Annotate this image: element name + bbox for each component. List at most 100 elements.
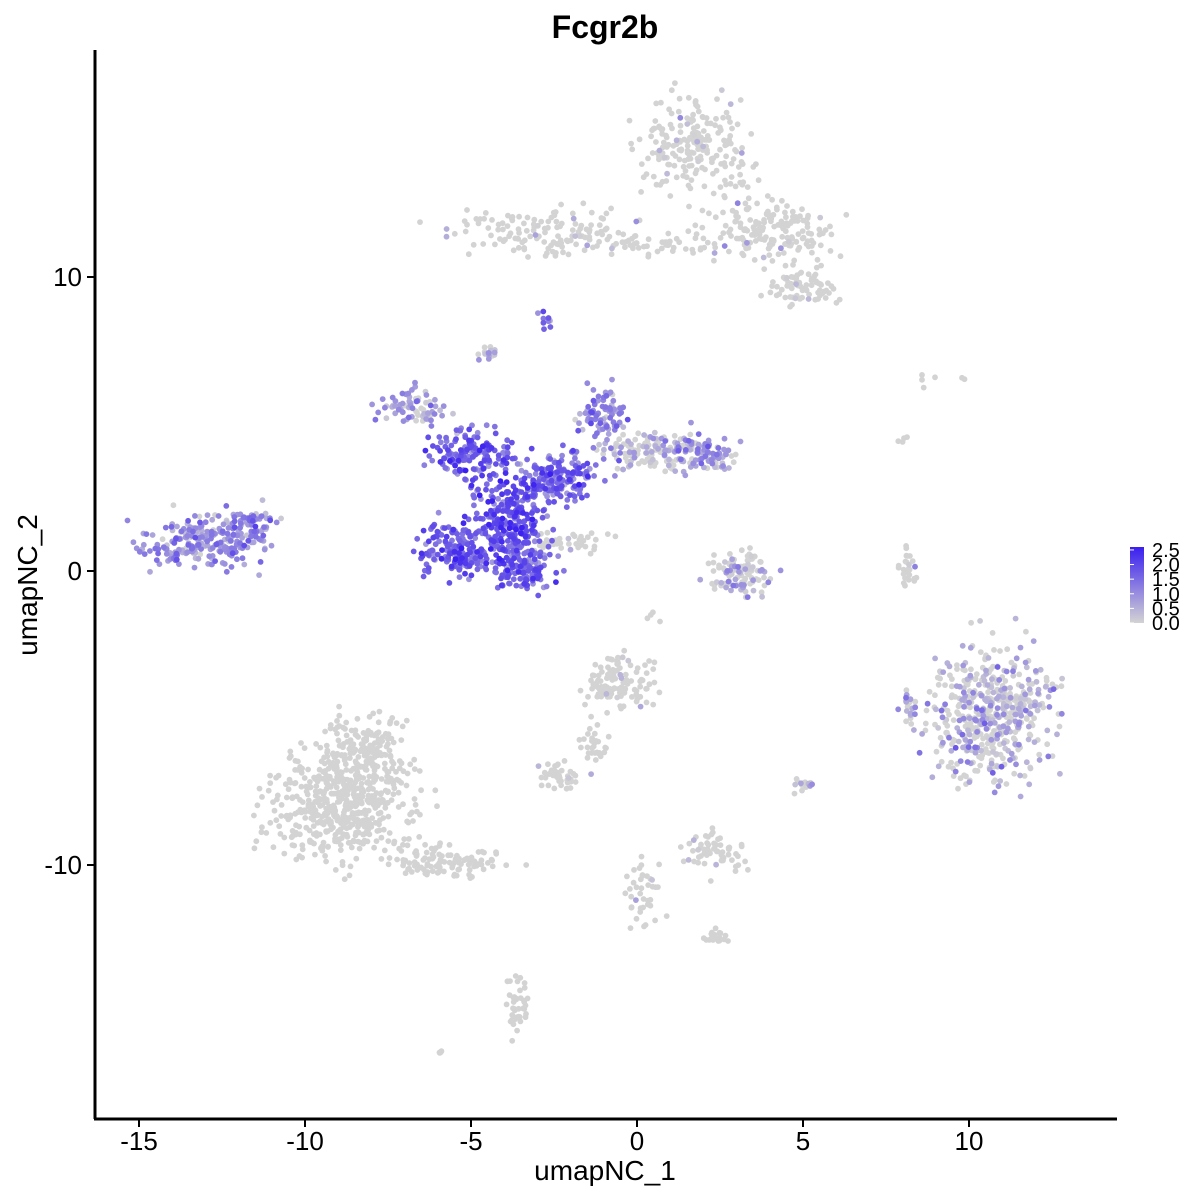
- cell-point: [348, 844, 355, 851]
- cell-point: [432, 396, 438, 403]
- cell-point: [287, 814, 293, 821]
- cell-point: [480, 525, 487, 532]
- cell-point: [685, 228, 692, 235]
- cell-point: [727, 180, 734, 187]
- cell-point: [457, 560, 464, 566]
- cell-point: [315, 812, 322, 818]
- cell-point: [720, 230, 727, 237]
- cell-point: [399, 400, 406, 407]
- cell-point: [729, 556, 735, 563]
- cell-point: [149, 532, 156, 538]
- cell-point: [443, 434, 449, 441]
- cell-point: [514, 978, 521, 985]
- cell-point: [1007, 710, 1014, 716]
- cell-point: [576, 481, 582, 488]
- cell-point: [735, 564, 741, 570]
- cell-point: [324, 747, 331, 754]
- cell-point: [594, 722, 601, 728]
- cell-point: [560, 442, 566, 449]
- cell-point: [586, 236, 593, 243]
- cell-point: [697, 246, 704, 253]
- cell-point: [560, 249, 566, 256]
- cell-point: [615, 654, 621, 661]
- cell-point: [510, 490, 517, 497]
- cell-point: [612, 473, 618, 479]
- cell-point: [735, 164, 742, 170]
- cell-point: [438, 555, 445, 562]
- cell-point: [677, 844, 684, 850]
- cell-point: [520, 539, 527, 546]
- cell-point: [464, 207, 470, 213]
- cell-point: [588, 420, 594, 427]
- cell-point: [511, 1007, 518, 1014]
- cell-point: [625, 438, 631, 444]
- cell-point: [700, 143, 706, 150]
- cell-point: [424, 869, 431, 875]
- cell-point: [678, 147, 684, 154]
- cell-point: [147, 568, 153, 575]
- cell-point: [319, 819, 326, 826]
- cell-point: [938, 707, 945, 714]
- cell-point: [509, 455, 516, 462]
- cell-point: [613, 240, 619, 247]
- cell-point: [656, 124, 663, 131]
- cell-point: [706, 210, 712, 217]
- cell-point: [565, 775, 572, 781]
- cell-point: [698, 460, 705, 467]
- cell-point: [489, 487, 495, 494]
- cell-point: [669, 125, 675, 132]
- cell-point: [622, 244, 628, 251]
- cell-point: [647, 902, 654, 909]
- cell-point: [385, 736, 391, 742]
- cell-point: [506, 992, 513, 998]
- cell-point: [228, 545, 235, 551]
- cell-point: [593, 412, 600, 419]
- cell-point: [907, 696, 914, 703]
- cell-point: [903, 552, 910, 559]
- cell-point: [550, 526, 557, 533]
- cell-point: [283, 794, 290, 801]
- cell-point: [496, 483, 503, 490]
- cell-point: [173, 535, 179, 542]
- cell-point: [536, 542, 543, 549]
- cell-point: [292, 831, 299, 838]
- cell-point: [737, 97, 744, 103]
- cell-point: [1003, 668, 1010, 675]
- cell-point: [554, 469, 560, 475]
- cell-point: [324, 753, 331, 760]
- cell-point: [704, 846, 711, 852]
- cell-point: [346, 746, 353, 752]
- cell-point: [1015, 705, 1022, 712]
- cell-point: [443, 533, 450, 540]
- cell-point: [475, 486, 481, 493]
- cell-point: [974, 705, 980, 712]
- y-ticks: 100-10: [44, 262, 95, 880]
- cell-point: [522, 533, 529, 540]
- cell-point: [641, 923, 647, 930]
- cell-point: [392, 410, 399, 417]
- cell-point: [960, 662, 967, 669]
- cell-point: [572, 416, 579, 423]
- cell-point: [592, 757, 599, 763]
- cell-point: [1004, 646, 1011, 653]
- cell-point: [448, 442, 455, 449]
- cell-point: [709, 460, 716, 467]
- cell-point: [792, 295, 799, 302]
- cell-point: [582, 543, 589, 550]
- cell-point: [797, 283, 804, 290]
- cell-point: [590, 387, 597, 393]
- cell-point: [500, 546, 506, 553]
- cell-point: [601, 446, 607, 453]
- cell-point: [769, 283, 775, 289]
- cell-point: [413, 417, 419, 424]
- cell-point: [392, 403, 398, 409]
- cell-point: [954, 666, 960, 672]
- cell-point: [637, 876, 644, 883]
- cell-point: [1016, 671, 1023, 678]
- cell-point: [571, 533, 578, 540]
- cell-point: [1023, 664, 1030, 671]
- cell-point: [673, 137, 680, 144]
- cell-point: [984, 749, 990, 756]
- cell-point: [643, 699, 650, 706]
